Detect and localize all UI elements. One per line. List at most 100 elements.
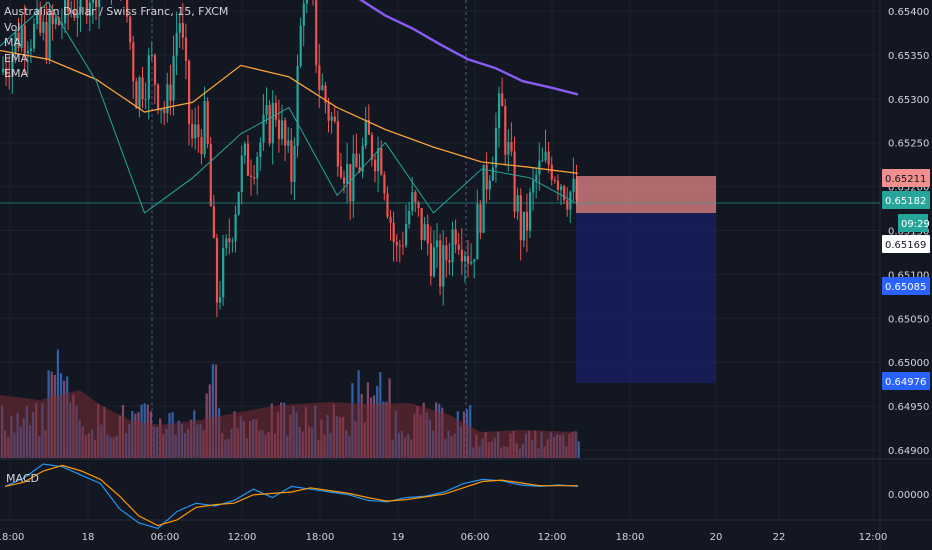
candle-body — [228, 238, 231, 242]
candle-body — [510, 142, 513, 152]
legend-ema-2[interactable]: EMA — [4, 67, 28, 80]
candle-body — [14, 32, 17, 53]
candle-body — [386, 193, 389, 217]
candle-body — [197, 124, 200, 138]
candle-body — [265, 104, 268, 115]
candle-body — [426, 224, 429, 244]
volume-bar — [211, 364, 214, 458]
y-tick-label: 0.65300 — [888, 95, 929, 106]
candle-body — [234, 214, 237, 242]
take-profit-zone — [576, 213, 716, 383]
candle-body — [157, 84, 160, 111]
candle-body — [569, 191, 572, 210]
candle-body — [178, 23, 181, 33]
volume-bar — [214, 364, 218, 458]
legend-ema-1[interactable]: EMA — [4, 51, 28, 65]
candle-body — [519, 195, 522, 241]
candle-body — [54, 17, 57, 25]
candle-body — [498, 93, 501, 129]
price-label-stop: 0.65211 — [885, 174, 926, 185]
candle-body — [550, 164, 553, 180]
candle-body — [95, 0, 98, 8]
candle-body — [222, 248, 225, 298]
candle-body — [67, 0, 70, 12]
candle-body — [327, 103, 330, 121]
x-tick-label: 18 — [82, 532, 95, 543]
candle-body — [473, 259, 476, 262]
x-tick-label: 12:00 — [538, 532, 567, 543]
candle-body — [361, 145, 364, 172]
price-label-bg-countdown — [898, 214, 928, 232]
candle-body — [153, 55, 157, 85]
candle-body — [79, 0, 82, 13]
price-label-target-mid: 0.65085 — [885, 282, 926, 293]
candle-body — [203, 101, 206, 155]
candle-body — [457, 244, 460, 250]
candle-body — [64, 0, 67, 24]
legend-ma[interactable]: MA — [4, 36, 22, 49]
candle-body — [274, 103, 277, 120]
series-line-orange — [0, 49, 579, 175]
candle-body — [377, 148, 380, 172]
y-tick-label: 0.64950 — [888, 402, 929, 413]
candle-body — [321, 85, 324, 90]
x-tick-label: 20 — [710, 532, 723, 543]
candle-body — [2, 68, 5, 73]
price-label-target: 0.64976 — [885, 377, 926, 388]
candle-body — [281, 120, 284, 140]
candle-body — [256, 157, 259, 179]
candle-body — [339, 166, 343, 178]
candle-body — [181, 23, 184, 38]
macd-signal-line — [4, 464, 578, 527]
candle-body — [485, 164, 488, 190]
candle-body — [432, 247, 436, 276]
candle-body — [529, 192, 532, 231]
candle-body — [504, 106, 507, 155]
candle-body — [194, 124, 197, 139]
candle-body — [389, 216, 392, 223]
candle-body — [36, 8, 39, 25]
candle-body — [70, 10, 73, 12]
candle-body — [398, 245, 401, 247]
candle-body — [259, 142, 262, 158]
candle-body — [129, 16, 132, 43]
candle-body — [302, 3, 305, 26]
candle-body — [513, 151, 516, 212]
candle-body — [147, 55, 150, 100]
price-label-last: 0.65182 — [885, 196, 926, 207]
candle-body — [277, 119, 281, 140]
x-tick-label: 19 — [392, 532, 405, 543]
candle-body — [420, 207, 423, 241]
candle-body — [553, 179, 556, 181]
candle-body — [547, 151, 550, 165]
candle-body — [76, 12, 79, 19]
candle-body — [126, 0, 129, 17]
candle-body — [166, 84, 169, 114]
candle-body — [225, 238, 228, 249]
candle-body — [141, 77, 144, 100]
candle-body — [535, 174, 538, 181]
candle-body — [250, 175, 253, 177]
candle-body — [522, 211, 525, 241]
x-tick-label: 06:00 — [461, 532, 490, 543]
candle-body — [175, 32, 178, 56]
candle-body — [454, 229, 457, 245]
candle-body — [479, 204, 482, 233]
macd-line — [4, 463, 579, 530]
candle-body — [246, 143, 250, 176]
legend-vol[interactable]: Vol — [4, 20, 21, 34]
y-tick-label: 0.65250 — [888, 139, 929, 150]
candle-body — [383, 174, 386, 194]
y-tick-label: 0.65100 — [888, 270, 929, 281]
candle-body — [305, 0, 308, 4]
candle-body — [163, 109, 166, 114]
macd-pane-label[interactable]: MACD — [6, 472, 39, 485]
price-label-bg-stop — [882, 169, 930, 187]
candle-body — [150, 55, 153, 57]
candle-body — [482, 164, 485, 233]
stop-loss-zone — [576, 176, 716, 213]
x-tick-label: 22 — [773, 532, 786, 543]
candles — [2, 0, 578, 318]
